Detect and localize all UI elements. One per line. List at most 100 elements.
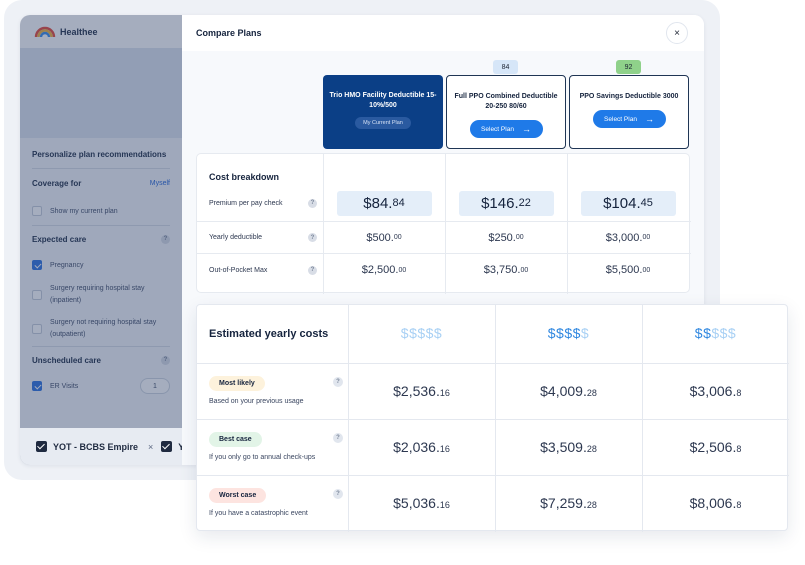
cost-rating: $$$$$ [642,325,789,341]
price-cents: 45 [640,197,653,209]
help-icon[interactable]: ? [161,234,170,244]
value-cents: 00 [393,234,402,241]
value-cell: $3,000. 00 [567,232,689,244]
plan-chips-bar: YOT - BCBS Empire × Y [20,428,184,465]
plan-name: Trio HMO Facility Deductible 15-10%/500 [329,92,437,109]
value-cents: 28 [586,444,597,454]
value-cents: 8 [736,444,742,454]
checkbox-checked-icon[interactable] [161,441,173,452]
value-cents: 28 [586,388,597,398]
divider [445,154,446,294]
help-icon[interactable]: ? [308,233,317,242]
value-main: $5,036. [393,495,440,511]
value-cents: 00 [515,234,524,241]
value-cents: 00 [398,266,407,274]
expected-care-row: Expected care ? [20,226,182,252]
inpatient-checkbox[interactable] [32,290,42,300]
row-label-text: Premium per pay check [209,199,283,207]
help-icon[interactable]: ? [308,265,317,275]
er-visits-checkbox[interactable] [32,381,42,391]
expected-care-label: Expected care [32,234,87,244]
select-plan-button[interactable]: Select Plan → [592,110,666,128]
oop-max-row: Out-of-Pocket Max ? $2,500. 00 $3,750. 00 … [197,254,691,286]
coverage-label: Coverage for [32,178,82,188]
plan-header-current: Trio HMO Facility Deductible 15-10%/500 … [323,75,443,149]
value-main: $2,506. [689,439,737,455]
help-icon[interactable]: ? [161,355,170,365]
plan-name: PPO Savings Deductible 3000 [579,93,679,100]
help-icon[interactable]: ? [333,377,343,387]
show-current-plan-label: Show my current plan [50,207,118,215]
plan-header: Full PPO Combined Deductible 20-250 80/6… [446,75,566,149]
value-cents: 00 [520,266,529,274]
rating-off: $$$ [711,325,737,341]
estimated-costs-card: Estimated yearly costs $$$$$ $$$$$ $$$$$… [196,304,789,532]
modal-overlay[interactable] [20,15,182,465]
estimate-value: $2,536.16 [348,383,495,399]
checkbox-checked-icon[interactable] [36,441,47,452]
price-cents: 84 [392,197,405,209]
estimate-value: $2,506.8 [642,439,789,455]
inpatient-row[interactable]: Surgery requiring hospital stay (inpatie… [20,278,182,312]
show-current-plan-checkbox[interactable] [32,206,42,216]
help-icon[interactable]: ? [333,489,343,499]
er-visits-row[interactable]: ER Visits 1 [20,373,182,399]
estimated-costs-title: Estimated yearly costs [209,328,329,340]
value-main: $500. [366,231,394,244]
panel-title: Compare Plans [196,28,262,38]
row-description: If you have a catastrophic event [209,510,308,517]
personalize-title: Personalize plan recommendations [32,150,167,159]
outpatient-row[interactable]: Surgery not requiring hospital stay (out… [20,312,182,346]
value-cell: $3,750. 00 [445,264,567,276]
estimate-value: $2,036.16 [348,439,495,455]
value-cell: $500. 00 [323,232,445,244]
estimate-value: $3,006.8 [642,383,789,399]
rating-on: $$ [694,325,712,341]
divider [197,363,789,364]
row-label-text: Yearly deductible [209,234,263,241]
plan-chip-label: YOT - BCBS Empire [53,441,139,452]
er-visits-stepper[interactable]: 1 [140,378,170,394]
value-cell: $250. 00 [445,232,567,244]
hero-banner [20,48,182,138]
row-description: If you only go to annual check-ups [209,454,316,461]
divider [567,154,568,294]
show-current-plan-row[interactable]: Show my current plan [20,197,182,225]
pregnancy-label: Pregnancy [50,261,84,269]
pregnancy-row[interactable]: Pregnancy [20,252,182,278]
row-label: Yearly deductible ? [197,233,323,242]
er-visits-label: ER Visits [50,382,79,390]
outpatient-checkbox[interactable] [32,324,42,334]
close-button[interactable]: × [666,22,688,44]
help-icon[interactable]: ? [333,433,343,443]
price-box: $84. 84 [336,190,432,216]
divider [197,475,789,476]
help-icon[interactable]: ? [308,198,317,208]
chip-remove-icon[interactable]: × [148,441,154,452]
value-main: $3,000. [605,231,643,244]
value-cents: 00 [642,234,651,241]
coverage-select[interactable]: Myself [149,179,170,187]
estimate-value: $4,009.28 [495,383,642,399]
arrow-right-icon: → [644,113,654,124]
value-cents: 8 [736,500,742,510]
row-description: Based on your previous usage [209,398,304,405]
estimate-value: $7,259.28 [495,495,642,511]
value-main: $8,006. [689,495,737,511]
unscheduled-care-label: Unscheduled care [32,355,101,365]
price-cell: $104. 45 [567,190,689,216]
most-likely-badge: Most likely [209,376,265,391]
divider [323,154,324,294]
value-cell: $5,500. 00 [567,264,689,276]
worst-case-badge: Worst case [209,488,267,503]
logo: Healthee [20,15,182,48]
select-plan-button[interactable]: Select Plan → [469,120,543,138]
price-cents: 22 [518,197,531,209]
arrow-right-icon: → [521,123,531,134]
divider [32,346,170,347]
value-main: $2,500. [361,264,399,276]
price-main: $146. [481,194,519,212]
inpatient-label: Surgery requiring hospital stay [50,285,145,292]
pregnancy-checkbox[interactable] [32,260,42,270]
cost-breakdown-title-row: Cost breakdown [197,170,691,184]
